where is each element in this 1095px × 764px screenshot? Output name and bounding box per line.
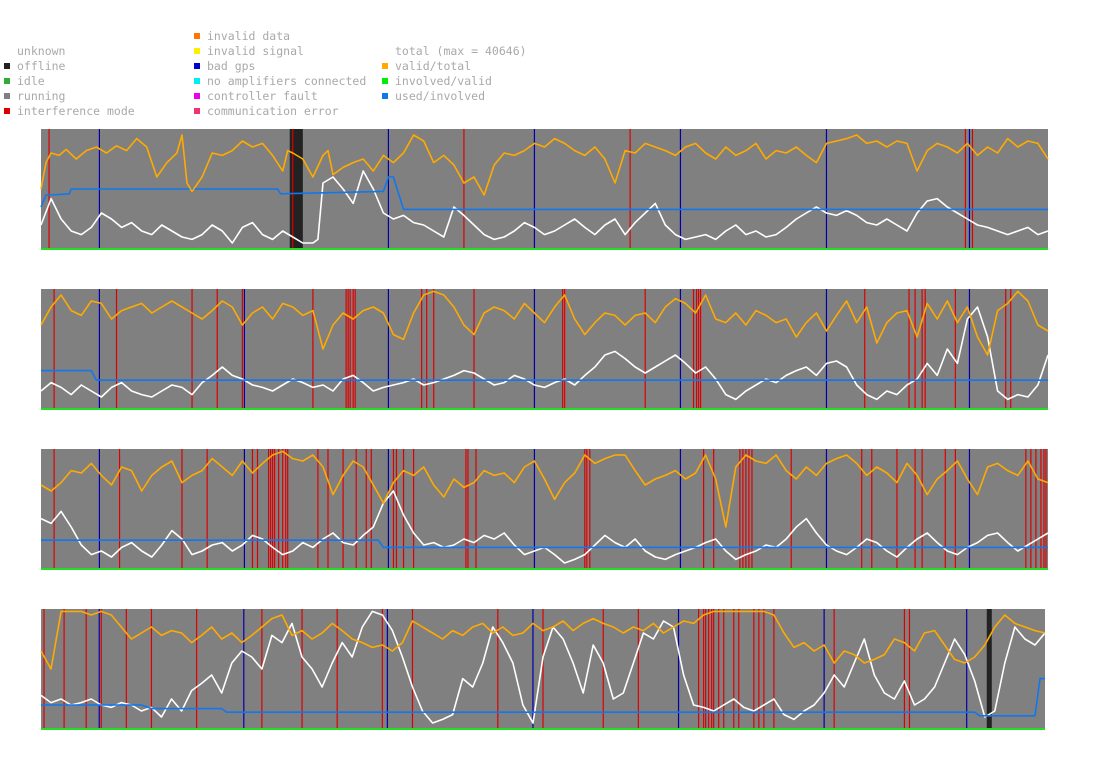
series-line-total (40, 610, 1046, 724)
series-line-valid-total (40, 290, 1049, 356)
legend-label: bad gps (207, 59, 256, 73)
legend-item-bad-gps: bad gps (194, 59, 366, 74)
chart-panel-4 (40, 609, 1046, 730)
series-line-used-involved (40, 176, 1048, 211)
legend-swatch (4, 78, 10, 84)
legend-swatch (194, 93, 200, 99)
legend-swatch (194, 48, 200, 54)
legend-column-errors: invalid data invalid signal bad gps no ampl… (194, 29, 366, 119)
legend-swatch (4, 63, 10, 69)
legend-swatch (194, 63, 200, 69)
series-line-used-involved (41, 539, 1048, 549)
legend-swatch (194, 33, 200, 39)
legend-item-invalid-data: invalid data (194, 29, 366, 44)
series-line-total (40, 170, 1049, 244)
legend-label: involved/valid (395, 74, 492, 88)
legend-item-total-max-40646-: total (max = 40646) (382, 44, 527, 59)
legend-item-offline: offline (4, 59, 135, 74)
legend-label: no amplifiers connected (207, 74, 367, 88)
legend-item-interference-mode: interference mode (4, 104, 135, 119)
legend-swatch (382, 63, 388, 69)
legend-swatch (194, 108, 200, 114)
legend-label: valid/total (395, 59, 472, 73)
legend-label: interference mode (17, 104, 135, 118)
legend-item-invalid-signal: invalid signal (194, 44, 366, 59)
legend-label: unknown (17, 44, 66, 58)
legend-item-communication-error: communication error (194, 104, 366, 119)
series-line-valid-total (40, 134, 1049, 196)
legend-item-unknown: unknown (4, 44, 135, 59)
series-line-used-involved (41, 677, 1045, 717)
series-line-total (40, 306, 1049, 401)
legend-label: communication error (207, 104, 339, 118)
legend-swatch (4, 93, 10, 99)
legend-label: controller fault (207, 89, 318, 103)
chart-panel-3 (40, 449, 1049, 570)
legend-item-valid-total: valid/total (382, 59, 527, 74)
plot-background (41, 289, 1048, 409)
series-line-valid-total (40, 450, 1049, 528)
legend-label: invalid signal (207, 44, 304, 58)
series-line-used-involved (41, 369, 1048, 382)
legend-label: offline (17, 59, 66, 73)
legend-swatch (4, 108, 10, 114)
legend-item-idle: idle (4, 74, 135, 89)
legend-swatch (382, 93, 388, 99)
series-line-valid-total (40, 610, 1046, 670)
legend-label: used/involved (395, 89, 486, 103)
legend-item-used-involved: used/involved (382, 89, 527, 104)
chart-panel-2 (40, 289, 1049, 410)
legend-item-no-amplifiers-connected: no amplifiers connected (194, 74, 366, 89)
legend-column-status: unknown offline idle running interference mo… (4, 44, 135, 119)
legend-swatch (382, 78, 388, 84)
offline-band (289, 129, 303, 249)
chart-panel-1 (40, 129, 1049, 250)
legend-swatch (194, 78, 200, 84)
legend-column-ratios: total (max = 40646) valid/total involved/v… (382, 44, 527, 104)
legend-item-involved-valid: involved/valid (382, 74, 527, 89)
legend-item-controller-fault: controller fault (194, 89, 366, 104)
offline-band (986, 609, 992, 729)
legend-label: total (max = 40646) (395, 44, 527, 58)
legend-label: idle (17, 74, 45, 88)
legend-label: invalid data (207, 29, 291, 43)
legend-item-running: running (4, 89, 135, 104)
legend-label: running (17, 89, 66, 103)
